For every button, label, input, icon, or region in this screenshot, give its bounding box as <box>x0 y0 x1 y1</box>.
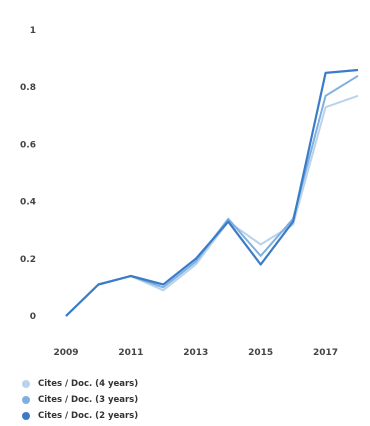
y-tick-label: 0.2 <box>20 255 36 265</box>
x-tick-label: 2009 <box>53 348 78 358</box>
legend: Cites / Doc. (4 years) Cites / Doc. (3 ye… <box>22 376 138 424</box>
legend-swatch <box>22 412 30 420</box>
x-tick-label: 2017 <box>313 348 338 358</box>
y-tick-label: 0.8 <box>20 83 36 93</box>
legend-item[interactable]: Cites / Doc. (3 years) <box>22 392 138 408</box>
y-tick-label: 1 <box>30 26 36 36</box>
x-tick-label: 2013 <box>183 348 208 358</box>
legend-item[interactable]: Cites / Doc. (2 years) <box>22 408 138 424</box>
y-tick-label: 0 <box>30 312 36 322</box>
legend-label: Cites / Doc. (3 years) <box>38 395 139 405</box>
x-tick-label: 2015 <box>248 348 273 358</box>
legend-swatch <box>22 396 30 404</box>
y-tick-label: 0.6 <box>20 140 36 150</box>
legend-label: Cites / Doc. (2 years) <box>38 411 139 421</box>
legend-label: Cites / Doc. (4 years) <box>38 379 139 389</box>
legend-item[interactable]: Cites / Doc. (4 years) <box>22 376 138 392</box>
y-tick-label: 0.4 <box>20 198 36 208</box>
series-line[interactable] <box>65 68 359 317</box>
series-line[interactable] <box>65 74 359 317</box>
x-tick-label: 2011 <box>118 348 143 358</box>
line-chart: 0 0.2 0.4 0.6 0.8 1 2009 2011 2013 2015 2017 <box>20 26 359 358</box>
legend-swatch <box>22 380 30 388</box>
